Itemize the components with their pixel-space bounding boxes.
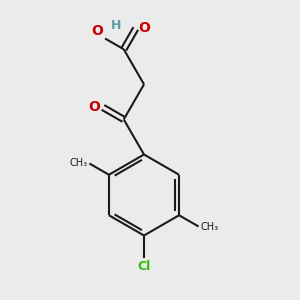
- Text: O: O: [138, 22, 150, 35]
- Text: O: O: [89, 100, 100, 114]
- Text: H: H: [110, 19, 121, 32]
- Text: CH₃: CH₃: [200, 221, 218, 232]
- Text: CH₃: CH₃: [70, 158, 88, 169]
- Text: O: O: [92, 24, 103, 38]
- Text: Cl: Cl: [137, 260, 151, 272]
